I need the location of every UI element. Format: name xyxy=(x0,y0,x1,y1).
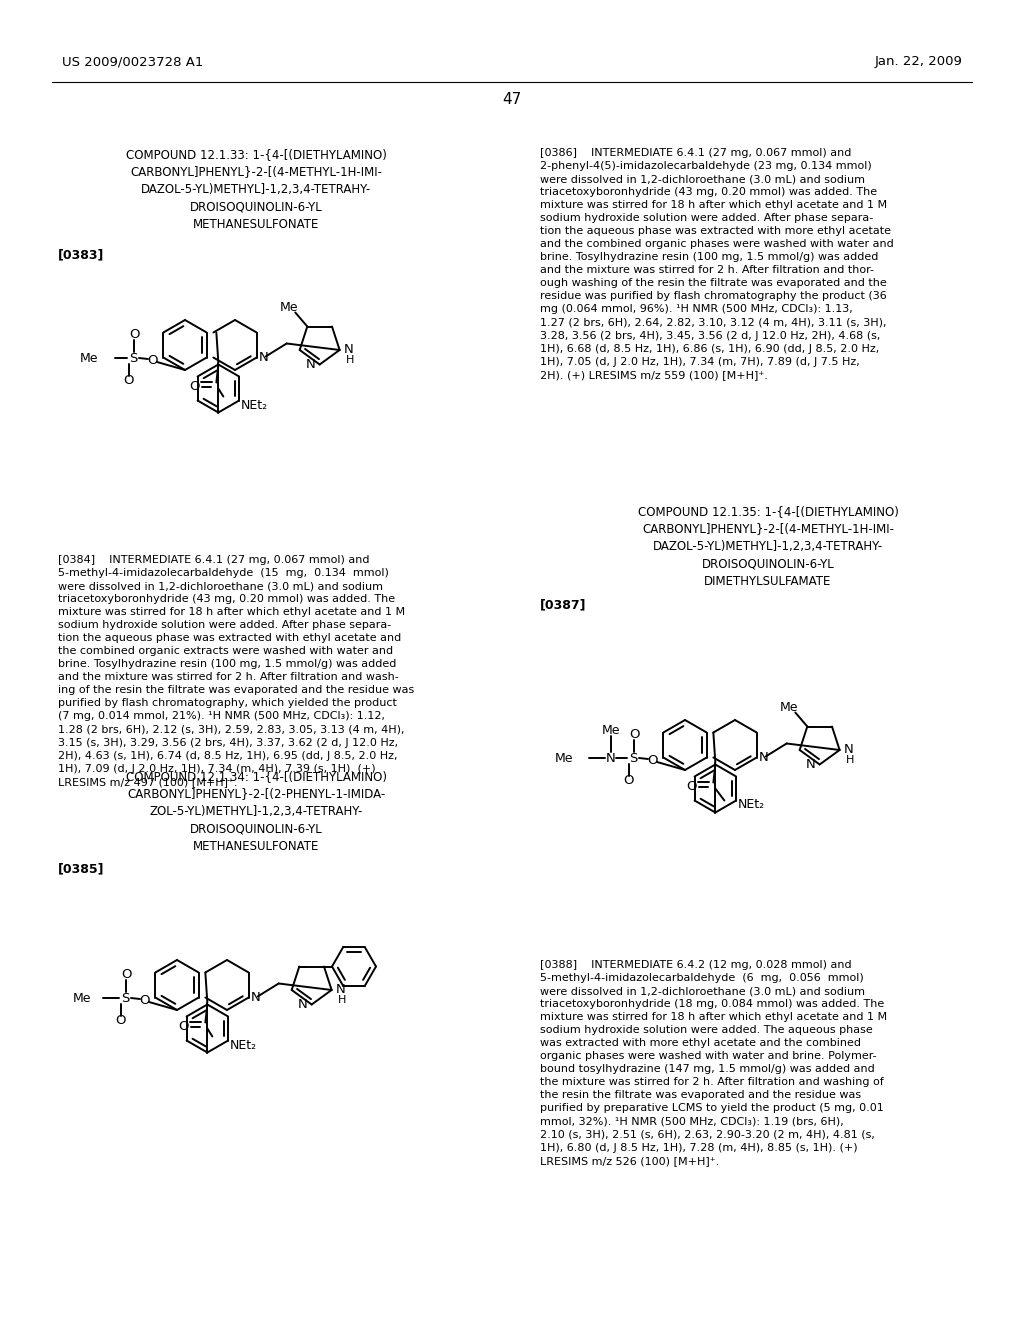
Text: N: N xyxy=(251,991,260,1005)
Text: O: O xyxy=(147,354,159,367)
Text: H: H xyxy=(846,755,854,766)
Text: O: O xyxy=(624,775,634,788)
Text: O: O xyxy=(629,729,639,742)
Text: N: N xyxy=(259,351,268,364)
Text: [0383]: [0383] xyxy=(58,248,104,261)
Text: [0385]: [0385] xyxy=(58,862,104,875)
Text: O: O xyxy=(121,969,131,982)
Text: NEt₂: NEt₂ xyxy=(737,799,765,810)
Text: H: H xyxy=(338,995,346,1005)
Text: [0386]    INTERMEDIATE 6.4.1 (27 mg, 0.067 mmol) and
2-phenyl-4(5)-imidazolecarb: [0386] INTERMEDIATE 6.4.1 (27 mg, 0.067 … xyxy=(540,148,894,380)
Text: N: N xyxy=(336,983,345,997)
Text: O: O xyxy=(178,1020,188,1034)
Text: N: N xyxy=(844,743,853,756)
Text: N: N xyxy=(759,751,768,764)
Text: O: O xyxy=(116,1015,126,1027)
Text: S: S xyxy=(629,751,637,764)
Text: Me: Me xyxy=(555,751,573,764)
Text: N: N xyxy=(606,751,615,764)
Text: O: O xyxy=(686,780,696,793)
Text: NEt₂: NEt₂ xyxy=(241,399,267,412)
Text: S: S xyxy=(129,351,137,364)
Text: Jan. 22, 2009: Jan. 22, 2009 xyxy=(874,55,962,69)
Text: COMPOUND 12.1.35: 1-{4-[(DIETHYLAMINO)
CARBONYL]PHENYL}-2-[(4-METHYL-1H-IMI-
DAZ: COMPOUND 12.1.35: 1-{4-[(DIETHYLAMINO) C… xyxy=(638,506,898,587)
Text: N: N xyxy=(298,998,307,1011)
Text: O: O xyxy=(189,380,200,393)
Text: O: O xyxy=(124,375,134,388)
Text: O: O xyxy=(129,329,139,342)
Text: N: N xyxy=(344,343,353,356)
Text: N: N xyxy=(306,358,315,371)
Text: COMPOUND 12.1.34: 1-{4-[(DIETHYLAMINO)
CARBONYL]PHENYL}-2-[(2-PHENYL-1-IMIDA-
ZO: COMPOUND 12.1.34: 1-{4-[(DIETHYLAMINO) C… xyxy=(126,770,386,853)
Text: H: H xyxy=(346,355,354,366)
Text: Me: Me xyxy=(602,723,621,737)
Text: Me: Me xyxy=(73,991,91,1005)
Text: O: O xyxy=(648,754,658,767)
Text: Me: Me xyxy=(280,301,298,314)
Text: [0387]: [0387] xyxy=(540,598,587,611)
Text: 47: 47 xyxy=(503,92,521,107)
Text: [0384]    INTERMEDIATE 6.4.1 (27 mg, 0.067 mmol) and
5-methyl-4-imidazolecarbald: [0384] INTERMEDIATE 6.4.1 (27 mg, 0.067 … xyxy=(58,554,415,787)
Text: NEt₂: NEt₂ xyxy=(229,1039,256,1052)
Text: COMPOUND 12.1.33: 1-{4-[(DIETHYLAMINO)
CARBONYL]PHENYL}-2-[(4-METHYL-1H-IMI-
DAZ: COMPOUND 12.1.33: 1-{4-[(DIETHYLAMINO) C… xyxy=(126,148,386,231)
Text: Me: Me xyxy=(779,701,798,714)
Text: US 2009/0023728 A1: US 2009/0023728 A1 xyxy=(62,55,204,69)
Text: O: O xyxy=(139,994,151,1006)
Text: N: N xyxy=(806,758,816,771)
Text: S: S xyxy=(121,991,129,1005)
Text: Me: Me xyxy=(80,351,98,364)
Text: [0388]    INTERMEDIATE 6.4.2 (12 mg, 0.028 mmol) and
5-methyl-4-imidazolecarbald: [0388] INTERMEDIATE 6.4.2 (12 mg, 0.028 … xyxy=(540,960,887,1166)
